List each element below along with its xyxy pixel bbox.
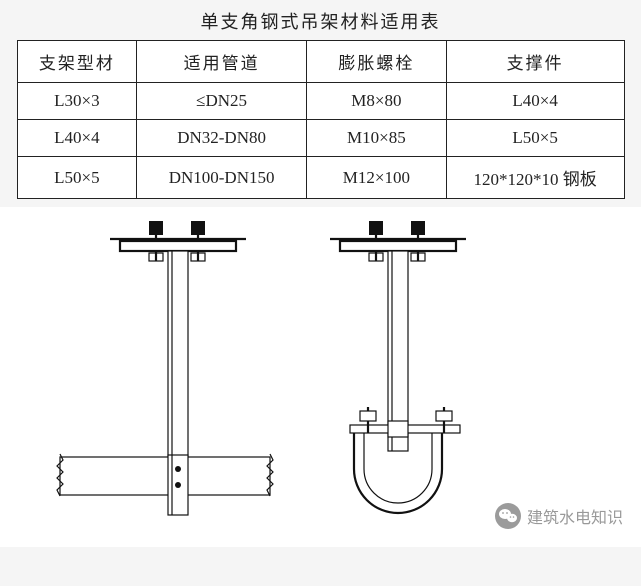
table-header-row: 支架型材 适用管道 膨胀螺栓 支撑件 <box>17 41 624 83</box>
col-header: 支撑件 <box>446 41 624 83</box>
cell: ≤DN25 <box>137 83 307 120</box>
table-row: L30×3 ≤DN25 M8×80 L40×4 <box>17 83 624 120</box>
page-title: 单支角钢式吊架材料适用表 <box>0 0 641 40</box>
table-row: L40×4 DN32-DN80 M10×85 L50×5 <box>17 120 624 157</box>
cell: DN100-DN150 <box>137 157 307 199</box>
cell: M12×100 <box>306 157 446 199</box>
cell: L50×5 <box>17 157 137 199</box>
col-header: 支架型材 <box>17 41 137 83</box>
hanger-diagram: 建筑水电知识 <box>0 207 641 547</box>
watermark: 建筑水电知识 <box>495 503 623 529</box>
cell: M8×80 <box>306 83 446 120</box>
material-table: 支架型材 适用管道 膨胀螺栓 支撑件 L30×3 ≤DN25 M8×80 L40… <box>17 40 625 199</box>
cell: L50×5 <box>446 120 624 157</box>
wechat-icon <box>495 503 521 529</box>
cell: L40×4 <box>446 83 624 120</box>
watermark-label: 建筑水电知识 <box>527 504 623 528</box>
col-header: 适用管道 <box>137 41 307 83</box>
cell: M10×85 <box>306 120 446 157</box>
col-header: 膨胀螺栓 <box>306 41 446 83</box>
cell: L40×4 <box>17 120 137 157</box>
hanger-svg <box>0 207 641 547</box>
cell: DN32-DN80 <box>137 120 307 157</box>
table-row: L50×5 DN100-DN150 M12×100 120*120*10 钢板 <box>17 157 624 199</box>
cell: L30×3 <box>17 83 137 120</box>
cell: 120*120*10 钢板 <box>446 157 624 199</box>
